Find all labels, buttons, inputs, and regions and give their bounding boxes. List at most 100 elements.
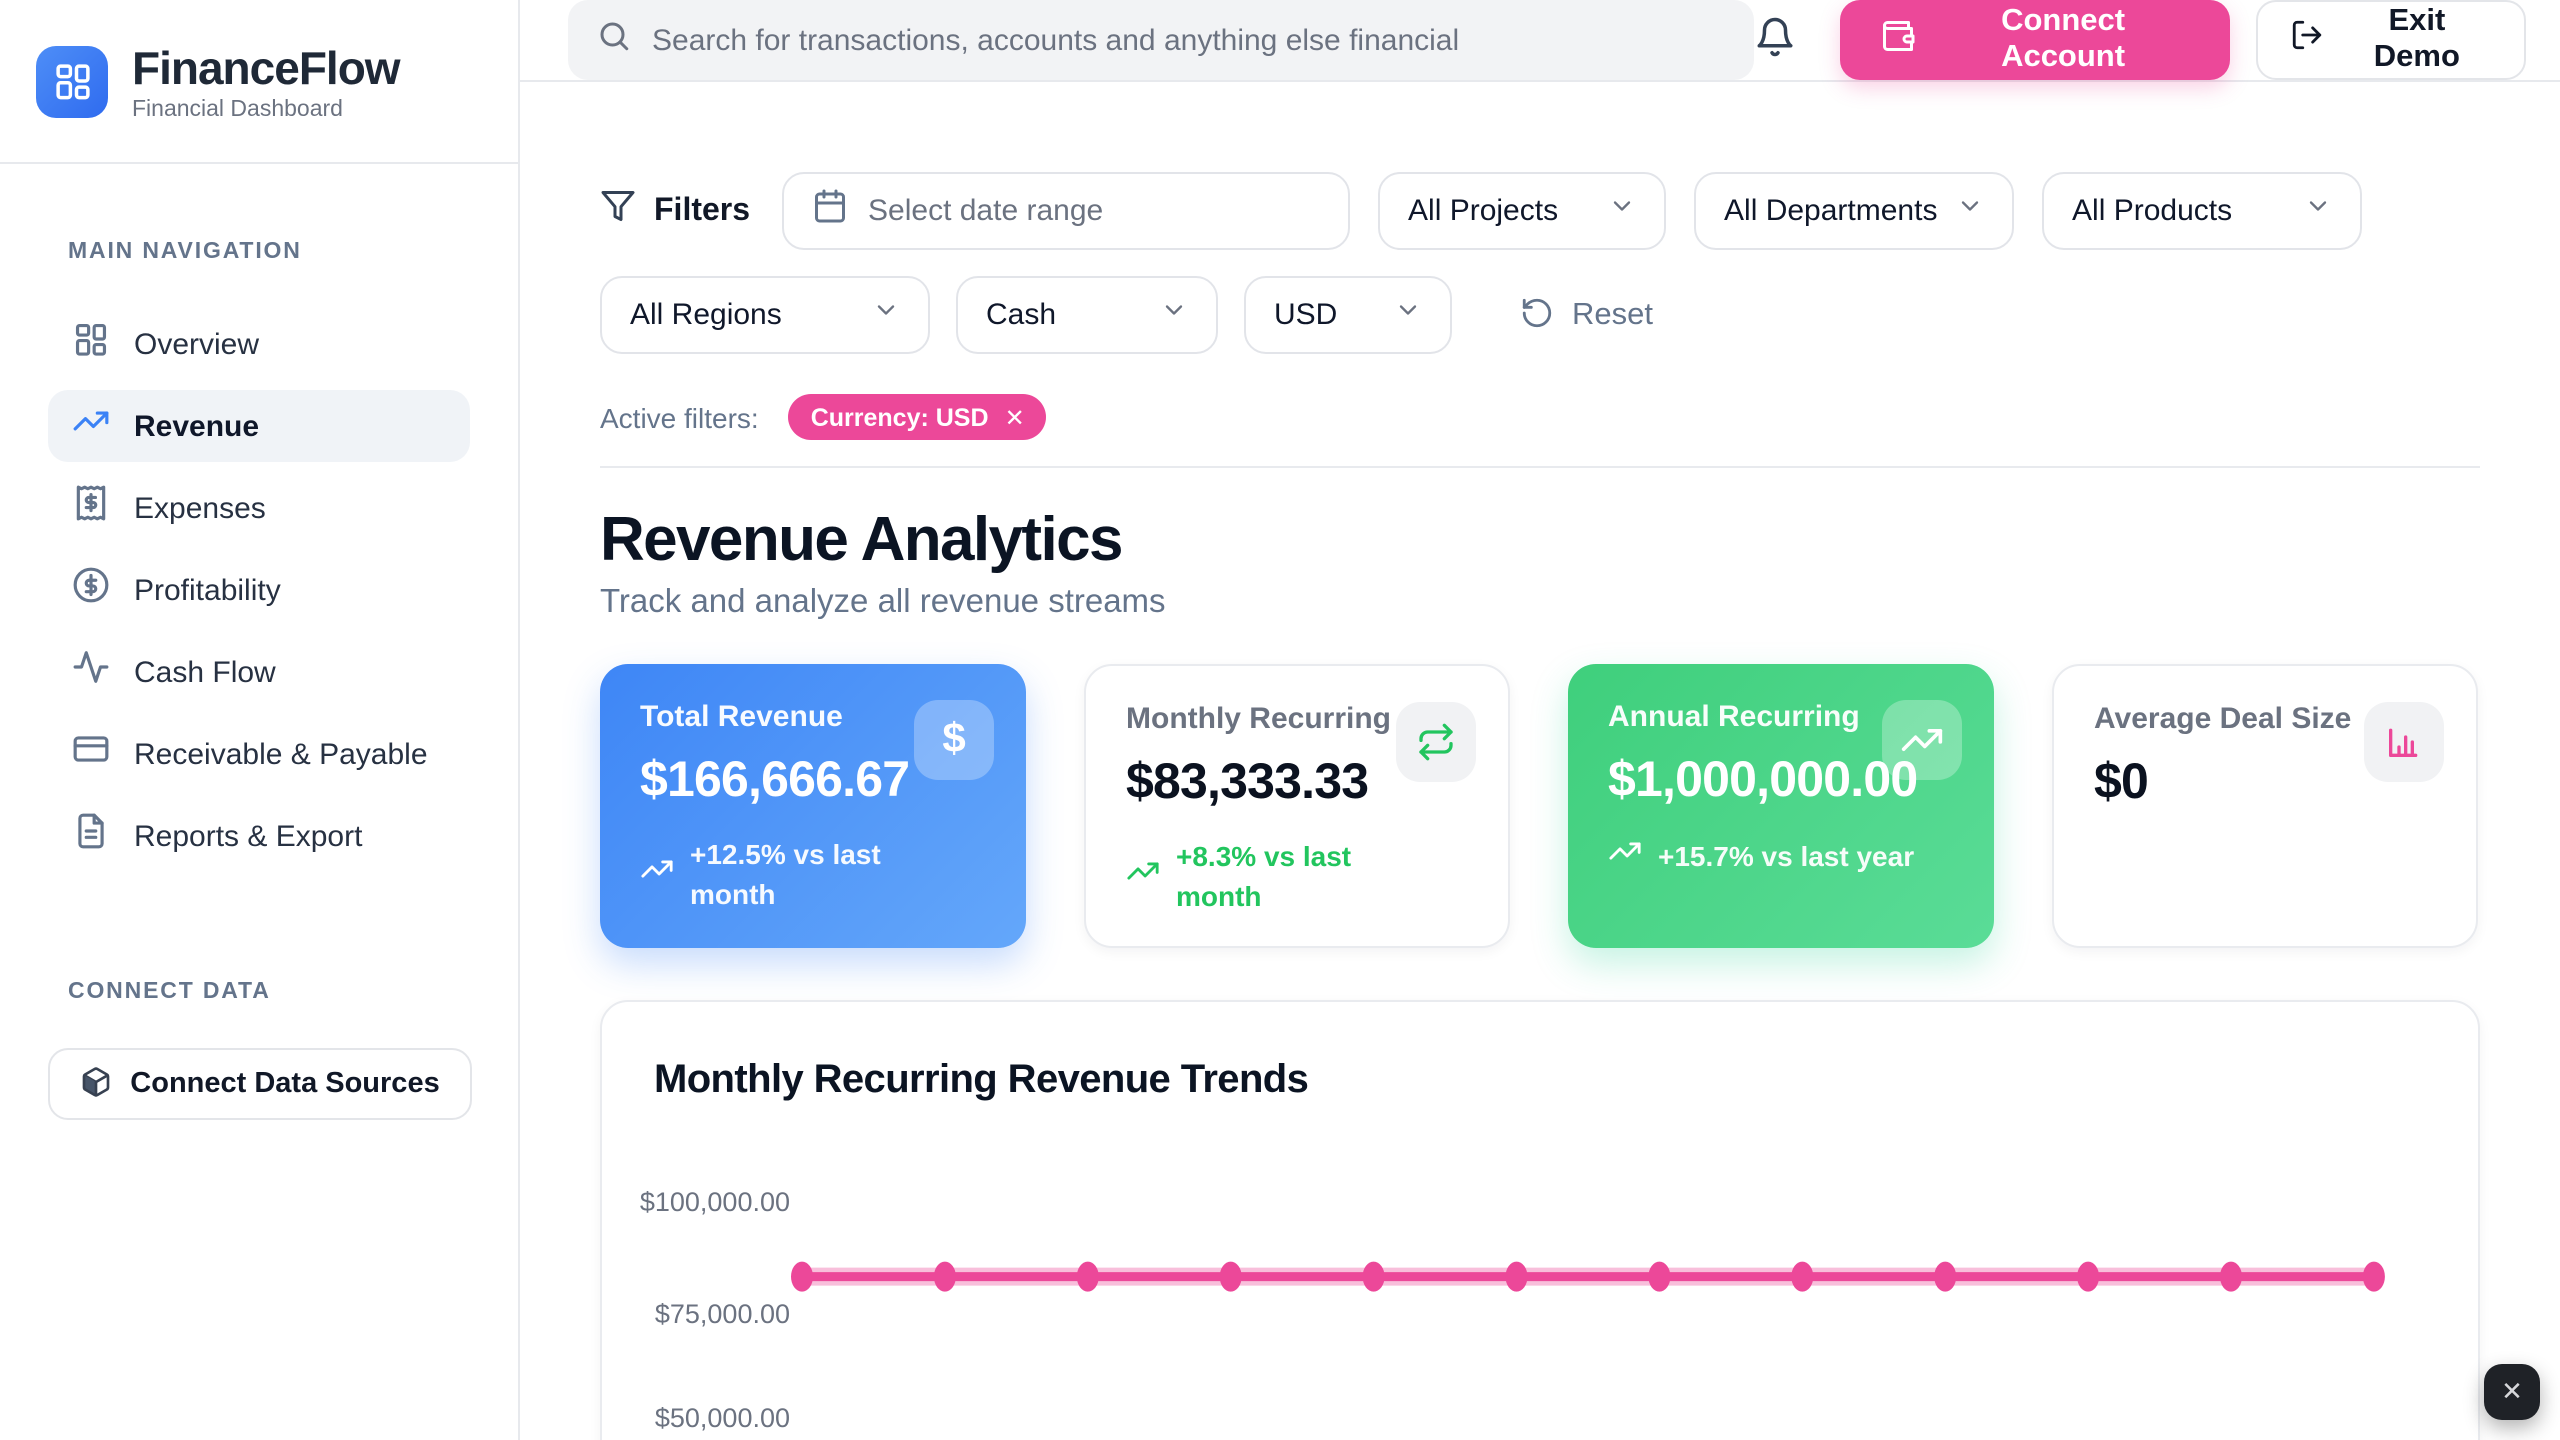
metric-cards: Total Revenue $166,666.67 +12.5% vs last…: [600, 664, 2480, 948]
rotate-ccw-icon: [1520, 295, 1554, 335]
svg-text:$100,000.00: $100,000.00: [640, 1187, 790, 1217]
chart-data-point: [2077, 1261, 2100, 1292]
chart-data-point: [1934, 1261, 1957, 1292]
connect-data-section-title: CONNECT DATA: [68, 980, 271, 1004]
connect-account-button[interactable]: Connect Account: [1840, 0, 2230, 80]
sidebar-item-profitability[interactable]: Profitability: [48, 554, 470, 626]
filters-row-1: Filters Select date range All Projects A…: [600, 172, 2480, 250]
chevron-down-icon: [1394, 296, 1422, 334]
metric-card-monthly-recurring: Monthly Recurring $83,333.33 +8.3% vs la…: [1084, 664, 1510, 948]
connect-data-sources-label: Connect Data Sources: [130, 1068, 440, 1100]
sidebar-item-label: Receivable & Payable: [134, 737, 428, 771]
filters-title: Filters: [654, 193, 751, 227]
receipt-icon: [72, 484, 110, 532]
sidebar: FinanceFlow Financial Dashboard MAIN NAV…: [0, 0, 520, 1440]
sidebar-item-label: Reports & Export: [134, 819, 363, 853]
metric-value: $1,000,000.00: [1608, 752, 1918, 808]
layout-dashboard-icon: [72, 320, 110, 368]
activity-icon: [72, 648, 110, 696]
section-divider: [600, 466, 2480, 468]
close-icon: ✕: [2501, 1376, 2523, 1406]
active-filters-row: Active filters: Currency: USD ✕: [600, 394, 2480, 440]
sidebar-item-label: Overview: [134, 327, 260, 361]
brand-logo-icon: [36, 45, 108, 117]
chart-data-point: [2220, 1261, 2242, 1292]
active-filters-label: Active filters:: [600, 401, 759, 433]
wallet-icon: [1880, 17, 1916, 63]
exit-demo-button[interactable]: Exit Demo: [2255, 0, 2526, 80]
metric-card-average-deal-size: Average Deal Size $0: [2052, 664, 2478, 948]
brand: FinanceFlow Financial Dashboard: [0, 0, 518, 164]
sidebar-item-receivable-payable[interactable]: Receivable & Payable: [48, 718, 470, 790]
chart-data-point: [2362, 1261, 2385, 1292]
connect-data-sources-button[interactable]: Connect Data Sources: [48, 1048, 472, 1120]
chart-data-point: [933, 1261, 956, 1292]
brand-subtitle: Financial Dashboard: [132, 97, 343, 121]
chart-data-point: [1648, 1261, 1671, 1292]
filters-label-group: Filters: [600, 188, 750, 234]
circle-dollar-icon: [72, 566, 110, 614]
filter-icon: [600, 188, 636, 234]
sidebar-item-expenses[interactable]: Expenses: [48, 472, 470, 544]
departments-select[interactable]: All Departments: [1694, 172, 2015, 250]
date-range-picker[interactable]: Select date range: [782, 172, 1351, 250]
remove-filter-icon[interactable]: ✕: [1004, 403, 1025, 431]
reset-filters-button[interactable]: Reset: [1520, 295, 1653, 335]
page-content: Filters Select date range All Projects A…: [520, 82, 2560, 1440]
trending-up-icon: [1608, 834, 1642, 878]
date-range-placeholder: Select date range: [868, 194, 1104, 228]
repeat-icon: [1396, 702, 1476, 782]
metric-delta: +12.5% vs last month: [690, 838, 881, 910]
log-out-icon: [2290, 18, 2324, 62]
projects-select[interactable]: All Projects: [1378, 172, 1667, 250]
currency-select[interactable]: USD: [1244, 276, 1452, 354]
file-text-icon: [72, 812, 110, 860]
chevron-down-icon: [1160, 296, 1188, 334]
metric-value: $0: [2094, 754, 2149, 810]
mrr-trends-chart-card: Monthly Recurring Revenue Trends $100,00…: [600, 1000, 2480, 1440]
chart-data-point: [1076, 1261, 1099, 1292]
accounting-basis-select[interactable]: Cash: [956, 276, 1218, 354]
chevron-down-icon: [2304, 192, 2332, 230]
sidebar-item-overview[interactable]: Overview: [48, 308, 470, 380]
trending-up-icon: [72, 402, 110, 450]
chart-data-point: [1219, 1261, 1242, 1292]
global-search[interactable]: [568, 0, 1755, 80]
trending-up-icon: [1882, 700, 1962, 780]
chart-data-point: [1791, 1261, 1814, 1292]
svg-text:$75,000.00: $75,000.00: [655, 1299, 790, 1329]
sidebar-item-label: Revenue: [134, 409, 260, 443]
overlay-close-button[interactable]: ✕: [2484, 1364, 2540, 1420]
brand-name: FinanceFlow: [132, 41, 401, 93]
search-icon: [596, 17, 632, 63]
chevron-down-icon: [1608, 192, 1636, 230]
sidebar-item-reports-export[interactable]: Reports & Export: [48, 800, 470, 872]
metric-delta: +15.7% vs last year: [1658, 840, 1915, 872]
regions-select[interactable]: All Regions: [600, 276, 930, 354]
chevron-down-icon: [872, 296, 900, 334]
dollar-icon: $: [914, 700, 994, 780]
bell-icon: [1754, 16, 1796, 64]
active-filter-chip-currency[interactable]: Currency: USD ✕: [788, 394, 1047, 440]
cube-icon: [80, 1065, 112, 1103]
trending-up-icon: [640, 852, 674, 896]
notifications-button[interactable]: [1754, 16, 1796, 64]
metric-card-annual-recurring: Annual Recurring $1,000,000.00 +15.7% vs…: [1568, 664, 1994, 948]
mrr-chart-svg: $100,000.00 $75,000.00 $50,000.00: [640, 1187, 2385, 1433]
metric-value: $166,666.67: [640, 752, 910, 808]
bar-chart-icon: [2364, 702, 2444, 782]
page-subtitle: Track and analyze all revenue streams: [600, 584, 1166, 620]
metric-card-total-revenue: Total Revenue $166,666.67 +12.5% vs last…: [600, 664, 1026, 948]
page-title: Revenue Analytics: [600, 504, 1123, 574]
topbar: Connect Account Exit Demo: [520, 0, 2560, 82]
sidebar-item-label: Profitability: [134, 573, 281, 607]
products-select[interactable]: All Products: [2042, 172, 2363, 250]
sidebar-item-revenue[interactable]: Revenue: [48, 390, 470, 462]
search-input[interactable]: [652, 23, 1727, 57]
metric-delta: +8.3% vs last month: [1176, 840, 1352, 912]
main-navigation: Overview Revenue Expenses Profitability: [0, 308, 518, 872]
metric-value: $83,333.33: [1126, 754, 1369, 810]
sidebar-item-cash-flow[interactable]: Cash Flow: [48, 636, 470, 708]
chart-data-point: [1505, 1261, 1528, 1292]
reset-label: Reset: [1572, 297, 1653, 331]
